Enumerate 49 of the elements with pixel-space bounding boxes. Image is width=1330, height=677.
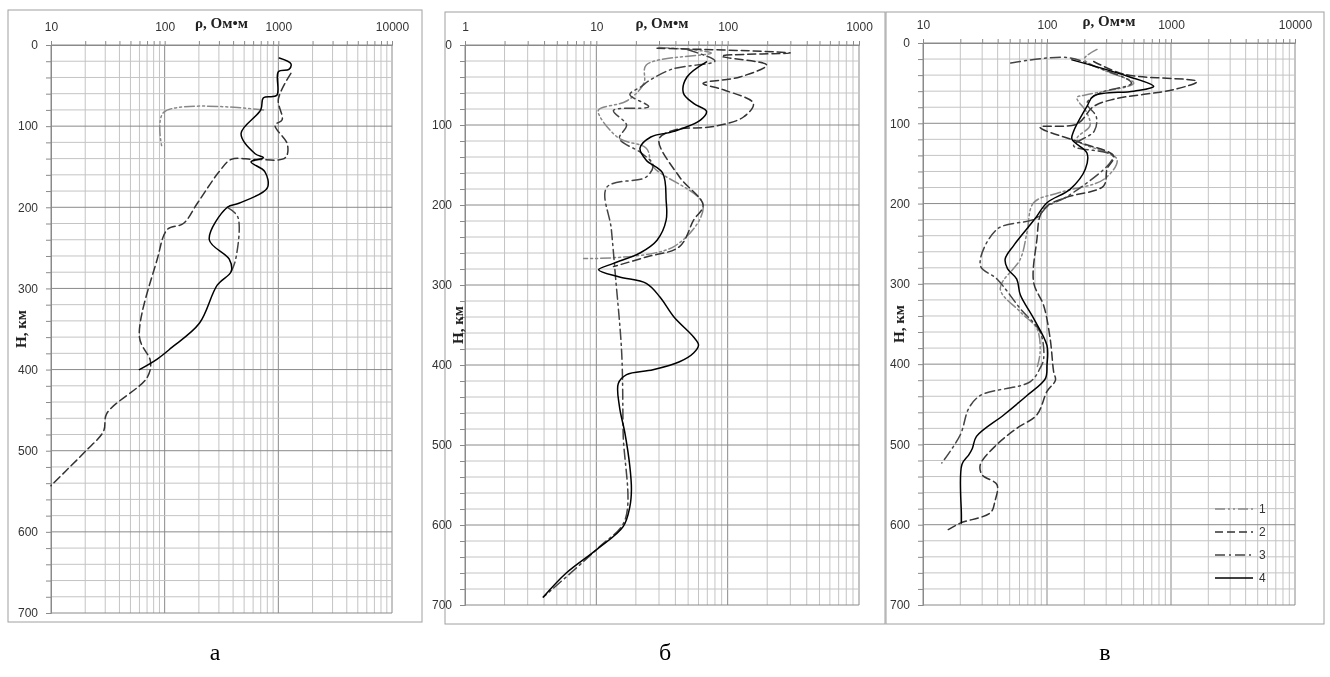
y-tick-label: 600: [889, 518, 911, 533]
y-tick-label: 400: [17, 362, 39, 377]
y-tick-label: 500: [889, 437, 911, 452]
y-tick-label: 500: [17, 444, 39, 459]
y-tick-label: 600: [17, 525, 39, 540]
x-axis-title: ρ, Ом•м: [635, 15, 689, 31]
y-tick-label: 400: [431, 358, 453, 373]
x-axis-title: ρ, Ом•м: [1082, 13, 1136, 29]
x-axis-title: ρ, Ом•м: [195, 15, 248, 31]
y-tick-label: 500: [431, 438, 453, 453]
y-tick-label: 600: [431, 518, 453, 533]
text: в: [1099, 639, 1111, 665]
legend-label: 4: [1259, 571, 1266, 585]
y-tick-label: 700: [889, 598, 911, 613]
x-tick-label: 1000: [846, 20, 874, 34]
y-axis-title: Н, км: [891, 304, 907, 344]
x-tick-label: 10: [916, 18, 931, 32]
y-tick-label: 0: [31, 38, 39, 53]
y-tick-label: 0: [445, 38, 453, 53]
x-tick-label: 100: [1037, 18, 1058, 32]
y-tick-label: 200: [889, 196, 911, 211]
y-tick-label: 700: [431, 598, 453, 613]
y-axis-title: Н, км: [450, 305, 466, 345]
y-axis-title: Н, км: [13, 309, 29, 349]
text: а: [209, 639, 221, 665]
y-tick-label: 400: [889, 357, 911, 372]
y-tick-label: 300: [889, 277, 911, 292]
legend-label: 2: [1259, 525, 1266, 539]
x-tick-label: 1000: [265, 20, 293, 34]
x-tick-label: 100: [155, 20, 176, 34]
y-tick-label: 0: [903, 36, 911, 51]
y-tick-label: 100: [17, 119, 39, 134]
legend-label: 1: [1259, 502, 1266, 516]
x-tick-label: 10: [44, 20, 59, 34]
y-tick-label: 100: [431, 118, 453, 133]
legend-label: 3: [1259, 548, 1266, 562]
text: б: [658, 639, 672, 665]
x-tick-label: 10000: [375, 20, 410, 34]
y-tick-label: 100: [889, 116, 911, 131]
x-tick-label: 1: [462, 20, 470, 34]
x-tick-label: 100: [718, 20, 739, 34]
y-tick-label: 300: [431, 278, 453, 293]
x-tick-label: 10: [590, 20, 604, 34]
y-tick-label: 700: [17, 606, 39, 621]
y-tick-label: 300: [17, 281, 39, 296]
x-tick-label: 10000: [1278, 18, 1313, 32]
y-tick-label: 200: [431, 198, 453, 213]
x-tick-label: 1000: [1158, 18, 1186, 32]
y-tick-label: 200: [17, 200, 39, 215]
